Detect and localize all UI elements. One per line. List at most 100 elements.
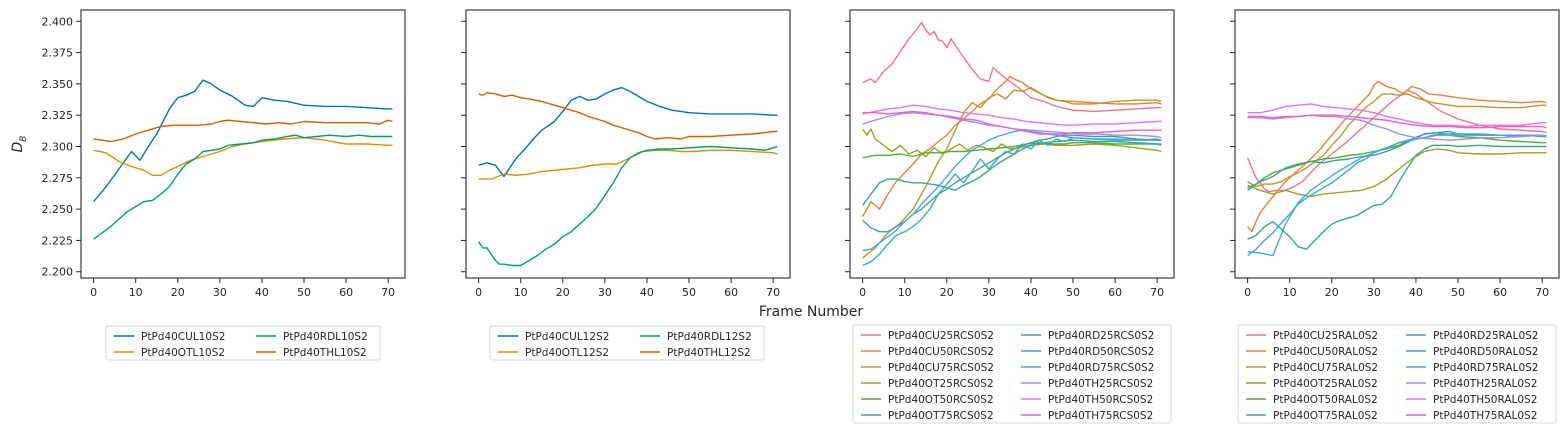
legend-label: PtPd40OT50RAL0S2 (1273, 394, 1378, 406)
legend-label: PtPd40THL12S2 (667, 347, 751, 359)
legend-label: PtPd40CU25RAL0S2 (1273, 330, 1378, 342)
x-tick-label: 0 (475, 286, 482, 299)
x-tick-label: 20 (940, 286, 954, 299)
series-line-PtPd40CU75RAL0S2 (1247, 93, 1547, 188)
x-tick-label: 60 (1493, 286, 1507, 299)
series-line-PtPd40CU75RCS0S2 (862, 86, 1162, 259)
series-line-PtPd40TH50RAL0S2 (1247, 103, 1547, 128)
subplot-4: 0 10 20 30 40 50 60 70 PtPd40CU25RAL0S2 PtPd40CU5… (1230, 9, 1560, 424)
legend-label: PtPd40CU75RCS0S2 (888, 362, 994, 374)
legend-box (489, 325, 765, 361)
x-tick-label: 20 (1325, 286, 1339, 299)
legend: PtPd40CU25RCS0S2 PtPd40CU50RCS0S2 PtPd40CU… (852, 324, 1172, 424)
series-line-PtPd40RD75RAL0S2 (1247, 134, 1547, 257)
subplot-3: 0 10 20 30 40 50 60 70 PtPd40CU25RCS0S2 PtPd40CU5… (845, 9, 1175, 424)
series-line-PtPd40OT25RAL0S2 (1247, 148, 1547, 198)
legend-label: PtPd40CUL10S2 (141, 331, 225, 343)
series-line-PtPd40RDL12S2 (478, 145, 778, 267)
series-line-PtPd40OT25RCS0S2 (862, 128, 1162, 158)
x-tick-label: 60 (724, 286, 738, 299)
y-tick-label: 2.275 (42, 172, 74, 185)
legend: PtPd40CUL10S2 PtPd40OTL10S2 PtPd40RDL10S2 P… (105, 325, 381, 361)
legend-label: PtPd40CU50RAL0S2 (1273, 346, 1378, 358)
legend-label: PtPd40TH50RCS0S2 (1048, 394, 1153, 406)
legend-label: PtPd40RD25RCS0S2 (1048, 330, 1154, 342)
series-line-PtPd40OT75RCS0S2 (862, 139, 1162, 206)
x-tick-label: 70 (766, 286, 780, 299)
series-line-PtPd40CU25RCS0S2 (862, 21, 1162, 113)
x-tick-label: 40 (1409, 286, 1423, 299)
legend-label: PtPd40OT25RAL0S2 (1273, 378, 1378, 390)
legend-label: PtPd40RD50RCS0S2 (1048, 346, 1154, 358)
series-line-PtPd40RDL10S2 (93, 134, 393, 240)
x-tick-label: 30 (1367, 286, 1381, 299)
x-tick-label: 10 (129, 286, 143, 299)
legend-label: PtPd40TH50RAL0S2 (1433, 394, 1537, 406)
x-axis-label: Frame Number (759, 304, 864, 320)
x-tick-label: 50 (682, 286, 696, 299)
x-tick-label: 40 (1024, 286, 1038, 299)
x-tick-label: 0 (90, 286, 97, 299)
legend: PtPd40CU25RAL0S2 PtPd40CU50RAL0S2 PtPd40CU… (1237, 324, 1557, 424)
legend-label: PtPd40RD75RCS0S2 (1048, 362, 1154, 374)
x-tick-label: 50 (297, 286, 311, 299)
y-tick-label: 2.200 (42, 266, 74, 279)
x-tick-label: 70 (381, 286, 395, 299)
legend-label: PtPd40RDL10S2 (283, 331, 368, 343)
legend-box (105, 325, 381, 361)
legend-label: PtPd40TH25RAL0S2 (1433, 378, 1537, 390)
series-line-PtPd40OTL10S2 (93, 136, 393, 177)
series-line-PtPd40RD25RCS0S2 (862, 134, 1162, 233)
y-axis-label-subscript: B (19, 136, 29, 142)
legend-box (1237, 324, 1557, 424)
series-line-PtPd40CU50RCS0S2 (861, 75, 1162, 217)
series-line-PtPd40RD50RAL0S2 (1247, 133, 1547, 257)
x-tick-label: 70 (1535, 286, 1549, 299)
x-tick-label: 30 (598, 286, 612, 299)
series-line-PtPd40CUL12S2 (478, 86, 778, 178)
x-tick-label: 0 (859, 286, 866, 299)
legend-box (852, 324, 1172, 424)
legend-label: PtPd40CU25RCS0S2 (888, 330, 994, 342)
x-tick-label: 40 (640, 286, 654, 299)
y-tick-label: 2.250 (42, 203, 74, 216)
y-tick-label: 2.325 (42, 109, 74, 122)
plot-frame (849, 9, 1175, 279)
x-tick-label: 60 (1108, 286, 1122, 299)
x-tick-label: 20 (171, 286, 185, 299)
y-tick-label: 2.375 (42, 47, 74, 60)
y-tick-label: 2.400 (42, 15, 74, 28)
series-line-PtPd40CU25RAL0S2 (1246, 89, 1547, 193)
series-line-PtPd40TH50RCS0S2 (862, 104, 1162, 126)
subplot-1: 0 10 20 30 40 50 60 70 2.200 2.225 2.250 2.275 2.300… (42, 9, 406, 361)
series-line-PtPd40RD25RAL0S2 (1247, 130, 1547, 191)
legend-label: PtPd40OT75RCS0S2 (888, 410, 994, 422)
x-tick-label: 50 (1066, 286, 1080, 299)
x-tick-label: 70 (1150, 286, 1164, 299)
series-line-PtPd40THL12S2 (478, 91, 778, 140)
legend-label: PtPd40TH75RAL0S2 (1433, 410, 1537, 422)
series-line-PtPd40OT75RAL0S2 (1247, 144, 1547, 250)
x-tick-label: 60 (339, 286, 353, 299)
legend-label: PtPd40OT75RAL0S2 (1273, 410, 1378, 422)
x-tick-label: 40 (255, 286, 269, 299)
plot-frame (80, 9, 406, 279)
subplot-panels: 0 10 20 30 40 50 60 70 2.200 2.225 2.250 2.275 2.300… (42, 9, 1560, 424)
legend-label: PtPd40RD25RAL0S2 (1433, 330, 1538, 342)
legend-label: PtPd40OT25RCS0S2 (888, 378, 994, 390)
y-tick-label: 2.350 (42, 78, 74, 91)
legend-label: PtPd40TH75RCS0S2 (1048, 410, 1153, 422)
series-line-PtPd40CUL10S2 (93, 79, 393, 203)
subplot-2: 0 10 20 30 40 50 60 70 PtPd40CUL12S2 PtPd40OTL12S… (461, 9, 791, 361)
legend-label: PtPd40RDL12S2 (667, 331, 752, 343)
series-line-PtPd40OTL12S2 (478, 149, 778, 180)
x-tick-label: 20 (556, 286, 570, 299)
x-tick-label: 10 (1283, 286, 1297, 299)
y-tick-label: 2.225 (42, 234, 74, 247)
series-line-PtPd40RD50RCS0S2 (862, 136, 1162, 267)
series-line-PtPd40TH75RAL0S2 (1247, 114, 1547, 129)
series-line-PtPd40OT50RCS0S2 (862, 141, 1162, 159)
x-tick-label: 30 (213, 286, 227, 299)
x-tick-label: 10 (514, 286, 528, 299)
